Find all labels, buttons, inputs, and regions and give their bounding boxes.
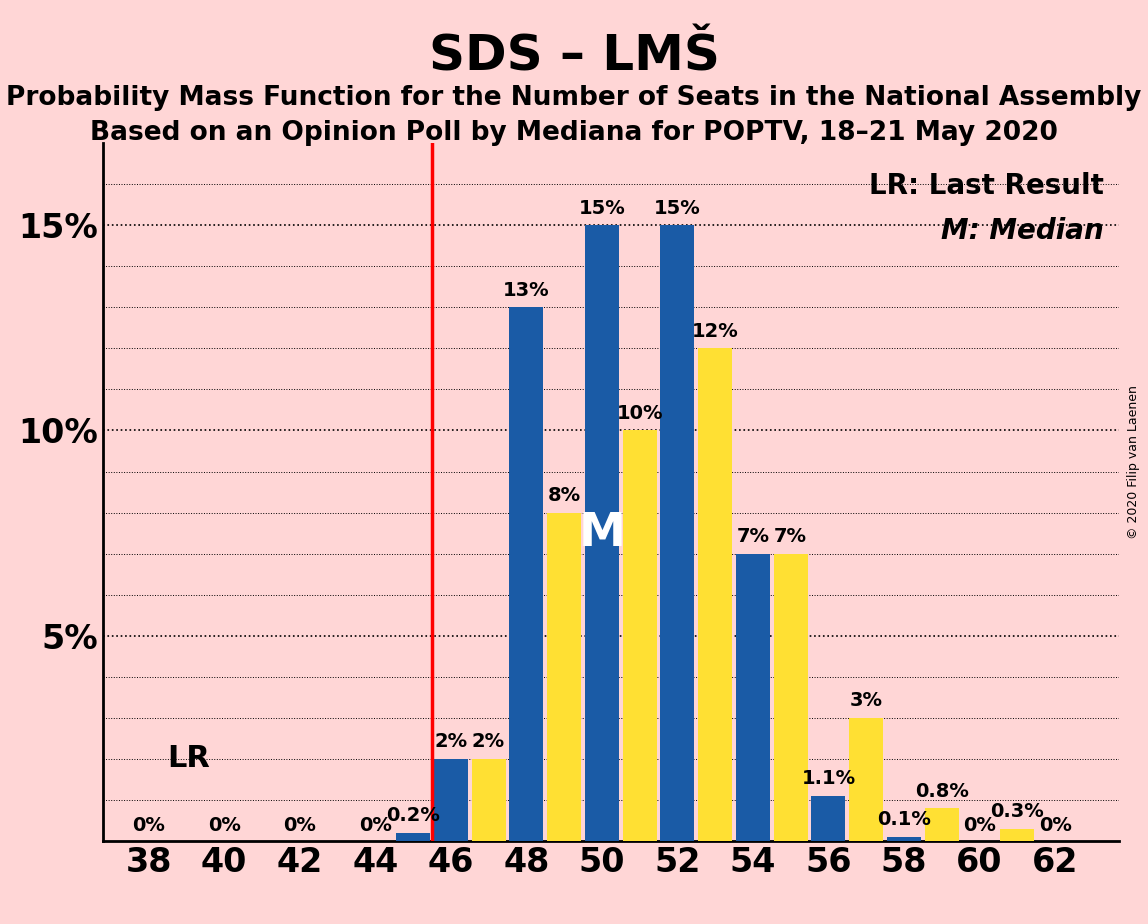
Text: 2%: 2% — [434, 733, 467, 751]
Text: 0%: 0% — [132, 816, 165, 834]
Bar — [812, 796, 845, 841]
Bar — [548, 513, 581, 841]
Text: 0%: 0% — [1039, 816, 1071, 834]
Text: 0%: 0% — [963, 816, 996, 834]
Text: SDS – LMŠ: SDS – LMŠ — [428, 32, 720, 80]
Text: 1.1%: 1.1% — [801, 770, 855, 788]
Text: 0%: 0% — [284, 816, 316, 834]
Text: M: M — [579, 511, 626, 555]
Text: 0%: 0% — [208, 816, 241, 834]
Text: 3%: 3% — [850, 691, 883, 711]
Bar — [736, 553, 770, 841]
Text: 15%: 15% — [654, 199, 700, 218]
Text: 0.1%: 0.1% — [877, 810, 931, 830]
Text: 13%: 13% — [503, 281, 550, 300]
Text: 10%: 10% — [616, 404, 662, 423]
Bar — [698, 348, 732, 841]
Bar — [660, 225, 695, 841]
Text: 7%: 7% — [774, 528, 807, 546]
Bar — [396, 833, 430, 841]
Text: 7%: 7% — [737, 528, 769, 546]
Bar — [434, 759, 467, 841]
Bar — [584, 225, 619, 841]
Text: 0.8%: 0.8% — [915, 782, 969, 800]
Text: © 2020 Filip van Laenen: © 2020 Filip van Laenen — [1127, 385, 1140, 539]
Text: 15%: 15% — [579, 199, 626, 218]
Text: LR: Last Result: LR: Last Result — [869, 172, 1104, 200]
Text: 0%: 0% — [359, 816, 391, 834]
Text: Probability Mass Function for the Number of Seats in the National Assembly: Probability Mass Function for the Number… — [6, 85, 1142, 111]
Bar — [472, 759, 505, 841]
Bar — [774, 553, 808, 841]
Text: 2%: 2% — [472, 733, 505, 751]
Text: LR: LR — [168, 744, 210, 773]
Text: 8%: 8% — [548, 486, 581, 505]
Text: 0.3%: 0.3% — [991, 802, 1045, 821]
Bar — [510, 308, 543, 841]
Bar — [887, 837, 921, 841]
Bar — [1000, 829, 1034, 841]
Text: Based on an Opinion Poll by Mediana for POPTV, 18–21 May 2020: Based on an Opinion Poll by Mediana for … — [90, 120, 1058, 146]
Text: 0.2%: 0.2% — [386, 807, 440, 825]
Bar — [622, 431, 657, 841]
Text: 12%: 12% — [692, 322, 738, 341]
Bar — [925, 808, 959, 841]
Text: M: Median: M: Median — [941, 217, 1104, 245]
Bar — [850, 718, 883, 841]
